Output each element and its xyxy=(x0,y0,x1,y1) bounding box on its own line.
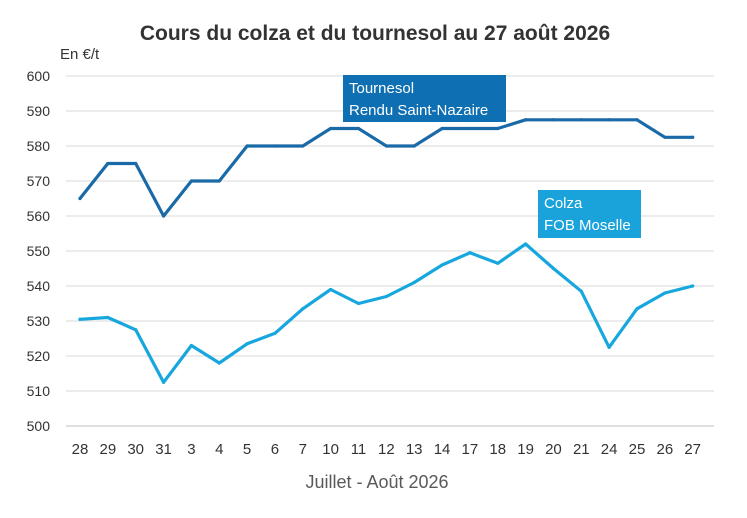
data-point xyxy=(412,144,416,148)
x-tick-label: 3 xyxy=(187,441,195,458)
x-tick-label: 12 xyxy=(378,441,395,458)
data-point xyxy=(301,307,305,311)
data-point xyxy=(106,161,110,166)
data-point xyxy=(607,345,611,349)
data-point xyxy=(468,251,472,255)
data-point xyxy=(579,118,583,122)
data-point xyxy=(106,315,110,320)
series-line-1 xyxy=(78,242,695,384)
y-axis-unit-label: En €/t xyxy=(60,46,100,63)
x-tick-label: 4 xyxy=(215,441,223,458)
x-axis-label: Juillet - Août 2026 xyxy=(305,472,448,492)
x-tick-label: 17 xyxy=(462,441,479,458)
series-label-text: FOB Moselle xyxy=(544,217,631,234)
x-tick-label: 7 xyxy=(299,441,307,458)
data-point xyxy=(384,144,388,148)
x-tick-label: 14 xyxy=(434,441,451,458)
data-point xyxy=(579,289,583,293)
data-point xyxy=(663,291,667,295)
x-tick-label: 13 xyxy=(406,441,423,458)
x-tick-label: 5 xyxy=(243,441,251,458)
series-lines xyxy=(78,118,695,384)
data-point xyxy=(440,126,444,131)
x-tick-label: 27 xyxy=(684,441,701,458)
data-point xyxy=(691,284,695,288)
y-tick-label: 550 xyxy=(27,243,51,259)
data-point xyxy=(496,126,500,131)
data-point xyxy=(301,144,305,148)
data-point xyxy=(329,287,333,292)
series-labels: Tournesol Rendu Saint-Nazaire Colza FOB Mos… xyxy=(343,75,641,238)
data-point xyxy=(217,361,221,365)
x-tick-label: 19 xyxy=(517,441,534,458)
data-point xyxy=(524,118,528,122)
data-point xyxy=(496,261,500,265)
y-tick-label: 500 xyxy=(27,418,51,434)
x-tick-label: 30 xyxy=(127,441,144,458)
data-point xyxy=(78,196,82,201)
x-tick-label: 26 xyxy=(657,441,674,458)
data-point xyxy=(189,179,193,183)
data-point xyxy=(329,126,333,131)
y-tick-label: 570 xyxy=(27,173,51,189)
x-tick-label: 21 xyxy=(573,441,590,458)
data-point xyxy=(161,380,166,384)
data-point xyxy=(551,118,556,122)
data-point xyxy=(468,126,472,131)
x-tick-label: 6 xyxy=(271,441,279,458)
series-label-text: Colza xyxy=(544,195,583,212)
data-point xyxy=(273,331,277,335)
series-label-text: Tournesol xyxy=(349,80,414,97)
y-tick-label: 590 xyxy=(27,103,51,119)
y-tick-label: 560 xyxy=(27,208,51,224)
data-point xyxy=(691,135,695,139)
data-point xyxy=(161,214,166,218)
data-point xyxy=(356,126,361,131)
x-tick-label: 11 xyxy=(351,441,367,458)
data-point xyxy=(356,301,361,306)
data-point xyxy=(663,135,667,139)
x-tick-label: 24 xyxy=(601,441,618,458)
data-point xyxy=(134,161,138,166)
data-point xyxy=(412,280,416,285)
data-point xyxy=(273,144,277,148)
series-label-background xyxy=(343,75,506,122)
data-point xyxy=(245,342,249,346)
y-tick-label: 580 xyxy=(27,138,51,154)
x-tick-label: 20 xyxy=(545,441,562,458)
data-point xyxy=(524,242,528,246)
series-label-background xyxy=(538,190,641,238)
x-axis-tick-labels: 28 29 30 31 3 4 5 6 7 10 11 12 13 14 17 18 19 20 21 24 25 26 2… xyxy=(72,441,701,458)
data-point xyxy=(551,266,556,271)
chart-title: Cours du colza et du tournesol au 27 aoû… xyxy=(140,22,610,45)
data-point xyxy=(245,144,249,148)
data-point xyxy=(440,263,444,267)
y-tick-label: 520 xyxy=(27,348,51,364)
x-tick-label: 29 xyxy=(100,441,117,458)
x-tick-label: 25 xyxy=(629,441,646,458)
y-tick-label: 510 xyxy=(27,383,51,399)
x-tick-label: 28 xyxy=(72,441,89,458)
data-point xyxy=(217,179,221,183)
data-point xyxy=(607,118,611,122)
y-tick-label: 540 xyxy=(27,278,51,294)
y-axis-tick-labels: 500 510 520 530 540 550 560 570 580 590 600 xyxy=(27,68,51,434)
data-point xyxy=(189,343,193,348)
x-tick-label: 31 xyxy=(155,441,172,458)
data-point xyxy=(384,294,388,299)
gridlines xyxy=(66,75,714,427)
data-point xyxy=(635,118,639,122)
x-tick-label: 18 xyxy=(489,441,506,458)
data-point xyxy=(134,328,138,332)
y-tick-label: 600 xyxy=(27,68,51,84)
x-tick-label: 10 xyxy=(322,441,339,458)
data-point xyxy=(78,317,82,321)
series-label-box: Tournesol Rendu Saint-Nazaire xyxy=(343,75,506,122)
data-point xyxy=(635,307,639,311)
series-label-text: Rendu Saint-Nazaire xyxy=(349,102,488,119)
y-tick-label: 530 xyxy=(27,313,51,329)
series-label-box: Colza FOB Moselle xyxy=(538,190,641,238)
